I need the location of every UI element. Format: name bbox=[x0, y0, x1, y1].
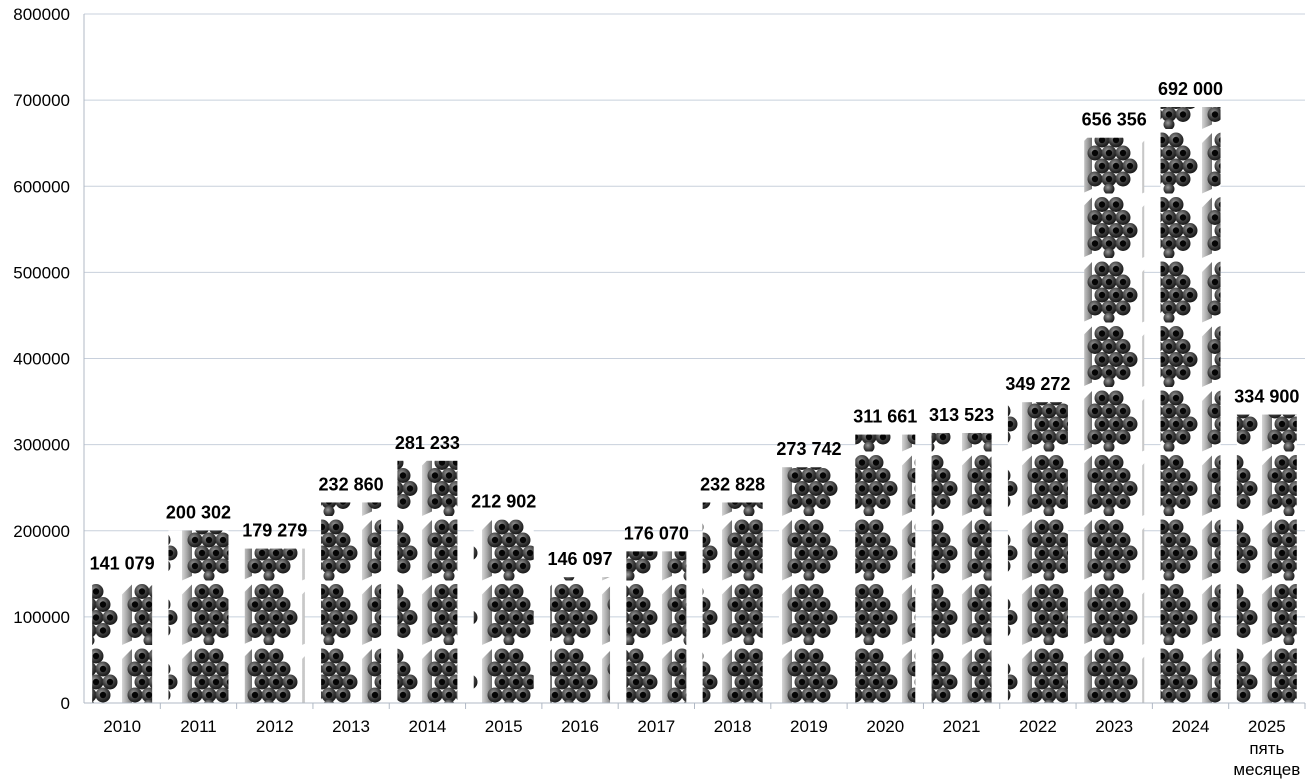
data-labels: 141 079 200 302 179 279 232 860 281 233 212 9… bbox=[90, 79, 1300, 573]
x-tick-label-2012: 2012 bbox=[256, 717, 294, 736]
bar-2012 bbox=[244, 548, 305, 703]
bar-2020 bbox=[855, 434, 916, 703]
data-label-2025: 334 900 bbox=[1234, 387, 1299, 407]
bar-2013 bbox=[321, 502, 382, 703]
bar-2021 bbox=[931, 432, 992, 703]
x-tick-label-2020: 2020 bbox=[866, 717, 904, 736]
bar-2017 bbox=[626, 551, 687, 703]
y-tick-label: 500000 bbox=[13, 263, 70, 282]
x-tick-label-2011: 2011 bbox=[180, 717, 217, 736]
data-label-2017: 176 070 bbox=[624, 523, 689, 543]
data-label-2021: 313 523 bbox=[929, 405, 994, 425]
x-tick-label-2010: 2010 bbox=[103, 717, 141, 736]
bar-2014 bbox=[397, 460, 458, 703]
data-label-2019: 273 742 bbox=[776, 439, 841, 459]
x-tick-label-2018: 2018 bbox=[714, 717, 752, 736]
x-axis: 2010 2011 2012 2013 2014 2015 2016 2017 2018 2019… bbox=[84, 702, 1306, 779]
bar-2018 bbox=[702, 502, 763, 703]
bar-2025 bbox=[1236, 414, 1297, 703]
bars bbox=[92, 107, 1297, 704]
y-tick-label: 700000 bbox=[13, 91, 70, 110]
x-tick-label-2015: 2015 bbox=[485, 717, 523, 736]
x-tick-sublabel: месяцев bbox=[1233, 760, 1300, 779]
y-tick-label: 300000 bbox=[13, 436, 70, 455]
x-tick-label-2019: 2019 bbox=[790, 717, 828, 736]
bar-2023 bbox=[1084, 137, 1145, 704]
bar-2015 bbox=[473, 519, 534, 703]
bar-2010 bbox=[92, 581, 153, 703]
bar-2016 bbox=[550, 577, 611, 703]
x-tick-label-2016: 2016 bbox=[561, 717, 599, 736]
bar-2024 bbox=[1160, 107, 1221, 703]
bar-2022 bbox=[1007, 402, 1068, 703]
data-label-2024: 692 000 bbox=[1158, 79, 1223, 99]
x-tick-label-2022: 2022 bbox=[1019, 717, 1057, 736]
y-tick-label: 0 bbox=[61, 694, 70, 713]
y-tick-label: 600000 bbox=[13, 177, 70, 196]
data-label-2011: 200 302 bbox=[166, 502, 231, 522]
bar-2011 bbox=[168, 530, 229, 703]
data-label-2020: 311 661 bbox=[853, 407, 917, 427]
data-label-2013: 232 860 bbox=[319, 474, 384, 494]
data-label-2014: 281 233 bbox=[395, 433, 460, 453]
x-tick-label-2013: 2013 bbox=[332, 717, 370, 736]
x-tick-label-2025: 2025 bbox=[1248, 717, 1286, 736]
y-tick-label: 400000 bbox=[13, 350, 70, 369]
x-tick-label-2024: 2024 bbox=[1172, 717, 1210, 736]
data-label-2012: 179 279 bbox=[242, 521, 307, 541]
y-tick-label: 100000 bbox=[13, 608, 70, 627]
y-tick-label: 200000 bbox=[13, 522, 70, 541]
bar-2019 bbox=[778, 467, 839, 703]
y-axis: 0 100000 200000 300000 400000 500000 600000 700… bbox=[13, 5, 85, 713]
data-label-2023: 656 356 bbox=[1082, 110, 1147, 130]
data-label-2018: 232 828 bbox=[700, 474, 765, 494]
x-tick-label-2014: 2014 bbox=[408, 717, 446, 736]
data-label-2010: 141 079 bbox=[90, 553, 155, 573]
data-label-2022: 349 272 bbox=[1005, 374, 1070, 394]
x-tick-label-2017: 2017 bbox=[637, 717, 675, 736]
x-tick-label-2021: 2021 bbox=[943, 717, 981, 736]
data-label-2015: 212 902 bbox=[471, 492, 536, 512]
gridlines bbox=[84, 13, 1305, 618]
x-tick-sublabel: пять bbox=[1249, 739, 1284, 758]
x-tick-label-2023: 2023 bbox=[1095, 717, 1133, 736]
y-tick-label: 800000 bbox=[13, 5, 70, 24]
data-label-2016: 146 097 bbox=[547, 549, 612, 569]
